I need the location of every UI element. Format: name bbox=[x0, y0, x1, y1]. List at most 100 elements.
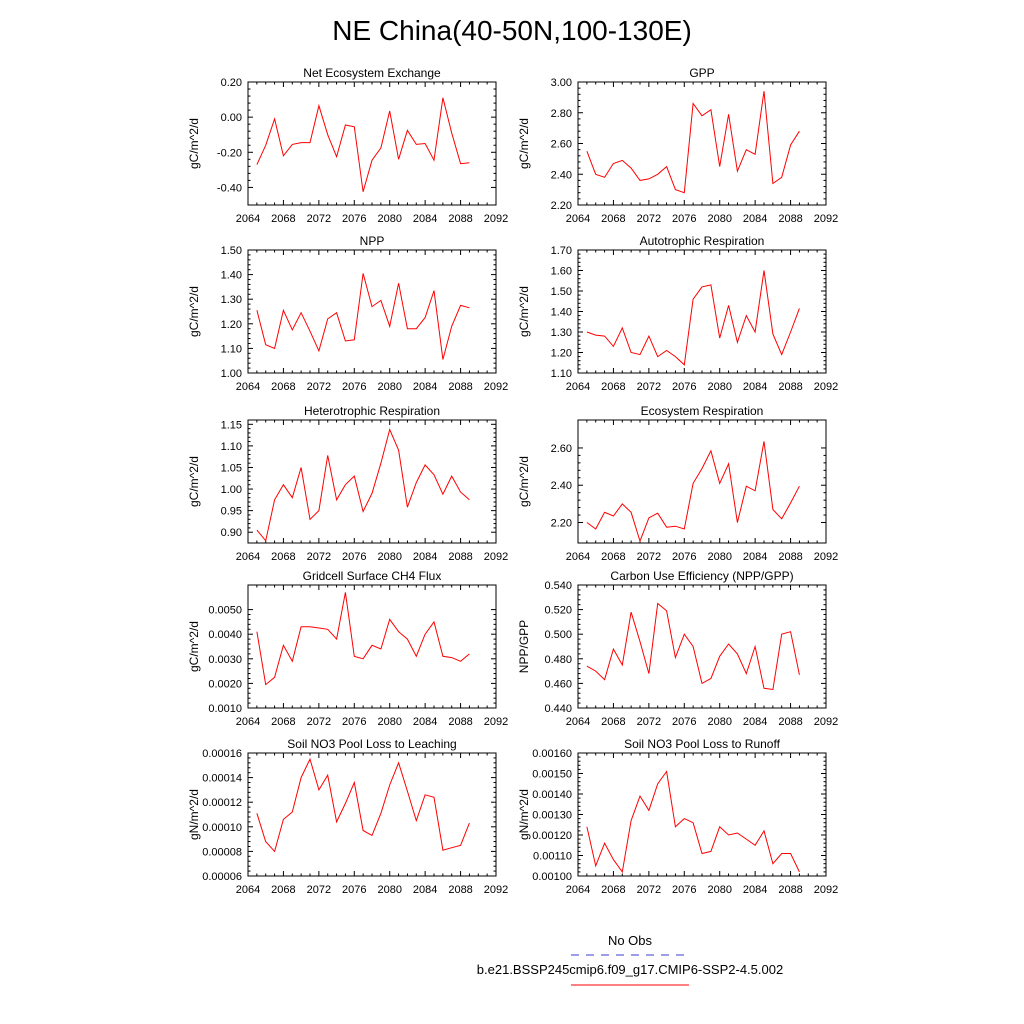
x-tick-label: 2080 bbox=[707, 551, 731, 563]
y-tick-label: 0.00012 bbox=[202, 797, 242, 809]
panel-title: Carbon Use Efficiency (NPP/GPP) bbox=[610, 569, 793, 583]
x-tick-label: 2068 bbox=[271, 381, 295, 393]
x-tick-label: 2072 bbox=[307, 213, 331, 225]
x-tick-label: 2076 bbox=[342, 884, 366, 896]
y-tick-label: 0.00014 bbox=[202, 773, 242, 785]
y-tick-label: 0.00110 bbox=[533, 851, 572, 863]
y-tick-label: 0.520 bbox=[544, 605, 572, 617]
panel-title: Gridcell Surface CH4 Flux bbox=[303, 569, 442, 583]
x-tick-label: 2076 bbox=[672, 213, 696, 225]
x-tick-label: 2088 bbox=[448, 381, 472, 393]
panel-1: GPP gC/m^2/d 2064 2068 2072 2076 2080 2084 2088 2… bbox=[517, 66, 838, 225]
y-tick-label: 0.540 bbox=[544, 580, 572, 592]
x-tick-label: 2084 bbox=[413, 381, 437, 393]
y-tick-label: 1.40 bbox=[221, 270, 242, 282]
series-line bbox=[256, 427, 470, 542]
y-tick-label: 0.00130 bbox=[532, 810, 572, 822]
y-tick-label: 1.00 bbox=[221, 368, 242, 380]
x-tick-label: 2080 bbox=[377, 381, 401, 393]
x-tick-label: 2072 bbox=[307, 551, 331, 563]
x-tick-label: 2072 bbox=[637, 213, 661, 225]
x-tick-label: 2088 bbox=[448, 716, 472, 728]
y-tick-label: 0.00120 bbox=[532, 830, 572, 842]
panel-6: Gridcell Surface CH4 Flux gC/m^2/d 2064 206… bbox=[187, 569, 508, 728]
y-tick-label: 1.15 bbox=[221, 419, 242, 431]
x-tick-label: 2084 bbox=[413, 213, 437, 225]
panel-5: Ecosystem Respiration gC/m^2/d 2064 2068 207… bbox=[517, 404, 838, 563]
y-tick-label: 0.95 bbox=[221, 506, 242, 518]
legend: No Obs b.e21.BSSP245cmip6.f09_g17.CMIP6-… bbox=[477, 933, 783, 986]
panel-2: NPP gC/m^2/d 2064 2068 2072 2076 2080 2084 2088 2… bbox=[187, 234, 508, 393]
x-tick-label: 2084 bbox=[743, 716, 767, 728]
x-tick-label: 2092 bbox=[484, 716, 508, 728]
x-tick-label: 2064 bbox=[236, 213, 260, 225]
panel-9: Soil NO3 Pool Loss to Runoff gN/m^2/d 2064… bbox=[517, 737, 838, 896]
panel-8: Soil NO3 Pool Loss to Leaching gN/m^2/d 20… bbox=[187, 737, 508, 896]
panel-title: Soil NO3 Pool Loss to Leaching bbox=[287, 737, 456, 751]
x-tick-label: 2088 bbox=[778, 551, 802, 563]
y-axis-label: NPP/GPP bbox=[517, 620, 531, 673]
y-tick-label: 1.30 bbox=[221, 294, 242, 306]
x-tick-label: 2064 bbox=[566, 381, 590, 393]
y-tick-label: 2.20 bbox=[551, 200, 572, 212]
x-tick-label: 2092 bbox=[484, 551, 508, 563]
panels: Net Ecosystem Exchange gC/m^2/d 2064 2068 20… bbox=[187, 66, 838, 896]
x-tick-label: 2068 bbox=[271, 716, 295, 728]
y-tick-label: 0.0050 bbox=[208, 605, 242, 617]
x-tick-label: 2088 bbox=[778, 213, 802, 225]
x-tick-label: 2092 bbox=[814, 716, 838, 728]
y-tick-label: 1.50 bbox=[221, 245, 242, 257]
x-tick-label: 2084 bbox=[743, 381, 767, 393]
plot-frame bbox=[577, 249, 827, 374]
y-tick-label: 1.40 bbox=[551, 307, 572, 319]
y-tick-label: 0.500 bbox=[544, 629, 572, 641]
y-axis-label: gC/m^2/d bbox=[187, 118, 201, 169]
legend-label-obs: No Obs bbox=[608, 933, 653, 948]
x-tick-label: 2080 bbox=[377, 213, 401, 225]
y-tick-label: -0.40 bbox=[217, 182, 242, 194]
x-tick-label: 2068 bbox=[271, 551, 295, 563]
x-tick-label: 2080 bbox=[707, 381, 731, 393]
y-tick-label: 1.20 bbox=[221, 319, 242, 331]
y-tick-label: 0.00160 bbox=[532, 748, 572, 760]
y-axis-label: gC/m^2/d bbox=[517, 118, 531, 169]
x-tick-label: 2064 bbox=[566, 213, 590, 225]
y-axis-label: gC/m^2/d bbox=[517, 456, 531, 507]
x-tick-label: 2068 bbox=[601, 884, 625, 896]
y-tick-label: 1.10 bbox=[221, 441, 242, 453]
y-tick-label: 1.10 bbox=[221, 343, 242, 355]
x-tick-label: 2076 bbox=[342, 716, 366, 728]
y-tick-label: 0.460 bbox=[544, 678, 572, 690]
x-tick-label: 2072 bbox=[637, 716, 661, 728]
plot-frame bbox=[247, 81, 497, 206]
y-tick-label: 0.480 bbox=[544, 654, 572, 666]
x-tick-label: 2084 bbox=[413, 884, 437, 896]
y-tick-label: 0.00008 bbox=[202, 846, 242, 858]
x-tick-label: 2088 bbox=[778, 381, 802, 393]
plot-frame bbox=[577, 584, 827, 709]
x-tick-label: 2068 bbox=[271, 884, 295, 896]
panel-title: GPP bbox=[689, 66, 714, 80]
series-line bbox=[586, 770, 800, 874]
y-tick-label: 0.90 bbox=[221, 527, 242, 539]
x-tick-label: 2080 bbox=[377, 884, 401, 896]
y-tick-label: 0.440 bbox=[544, 703, 572, 715]
y-axis-label: gC/m^2/d bbox=[187, 286, 201, 337]
y-tick-label: 1.20 bbox=[551, 348, 572, 360]
x-tick-label: 2080 bbox=[377, 551, 401, 563]
y-axis-label: gN/m^2/d bbox=[187, 789, 201, 840]
x-tick-label: 2092 bbox=[814, 381, 838, 393]
y-tick-label: 1.00 bbox=[221, 484, 242, 496]
plot-frame bbox=[577, 81, 827, 206]
series-line bbox=[256, 757, 470, 853]
x-tick-label: 2076 bbox=[342, 551, 366, 563]
x-tick-label: 2076 bbox=[672, 716, 696, 728]
x-tick-label: 2064 bbox=[566, 884, 590, 896]
y-axis-label: gN/m^2/d bbox=[517, 789, 531, 840]
y-axis-label: gC/m^2/d bbox=[187, 621, 201, 672]
x-tick-label: 2072 bbox=[637, 884, 661, 896]
y-tick-label: 2.60 bbox=[551, 139, 572, 151]
x-tick-label: 2068 bbox=[601, 381, 625, 393]
x-tick-label: 2088 bbox=[448, 551, 472, 563]
plot-frame bbox=[577, 752, 827, 877]
